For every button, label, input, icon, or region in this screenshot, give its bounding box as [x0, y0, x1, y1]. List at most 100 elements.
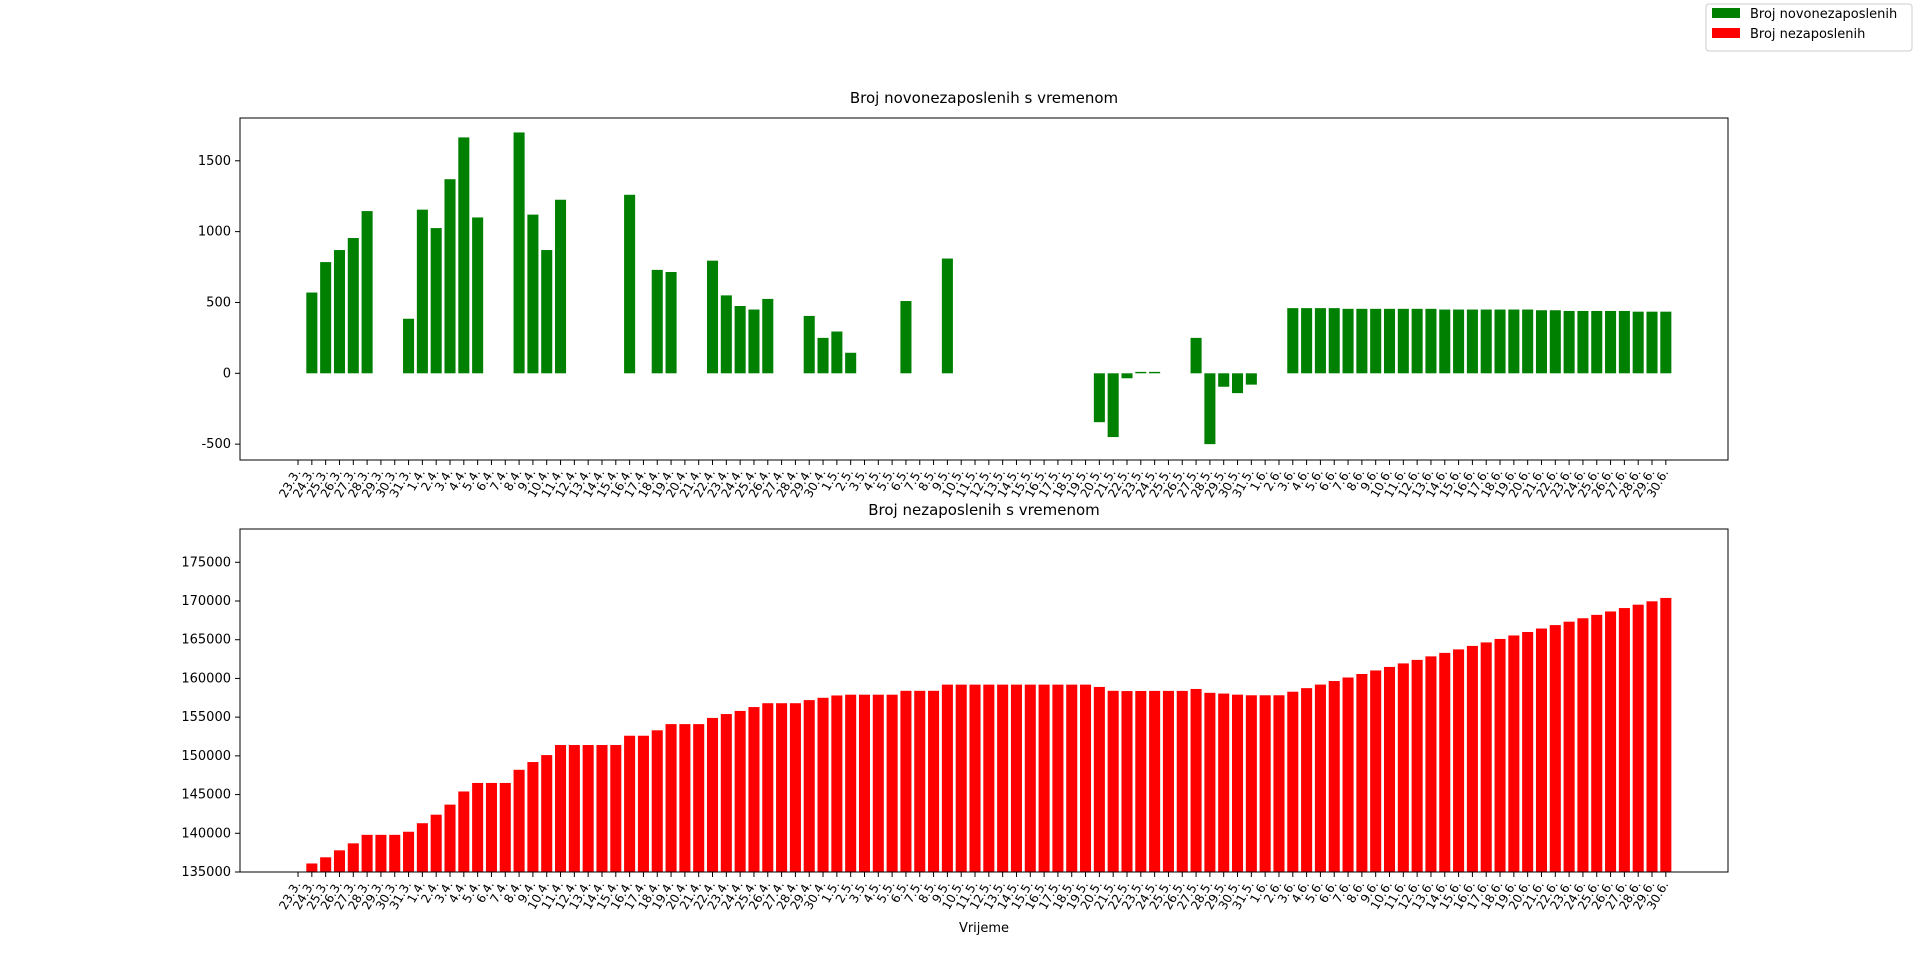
bar — [472, 217, 484, 374]
bar — [1549, 625, 1561, 872]
bar — [803, 700, 815, 872]
bar — [1259, 695, 1271, 872]
bar — [1121, 373, 1133, 379]
bar — [1107, 690, 1119, 872]
bar — [748, 309, 760, 374]
bar — [941, 258, 953, 374]
bar — [1453, 649, 1465, 872]
chart-title: Broj nezaposlenih s vremenom — [868, 501, 1100, 519]
bar — [748, 707, 760, 872]
y-tick-label: 500 — [206, 295, 231, 310]
bar — [472, 782, 484, 872]
y-tick-label: 175000 — [181, 555, 231, 570]
bar — [1646, 601, 1658, 872]
bar — [831, 331, 843, 374]
bar — [720, 714, 732, 872]
bar — [458, 137, 470, 374]
bar — [1135, 690, 1147, 872]
bar — [1190, 337, 1202, 374]
bar — [568, 745, 580, 872]
bar — [1577, 310, 1589, 374]
bar — [1135, 371, 1147, 374]
bar — [1066, 684, 1078, 872]
bar — [1314, 684, 1326, 872]
y-tick-label: 170000 — [181, 594, 231, 609]
bar — [1328, 681, 1340, 872]
y-tick-label: 140000 — [181, 826, 231, 841]
bar — [1466, 309, 1478, 374]
bar — [762, 703, 774, 872]
bar — [1342, 677, 1354, 872]
y-tick-label: 150000 — [181, 749, 231, 764]
bar — [1494, 638, 1506, 872]
bar — [1314, 308, 1326, 374]
bar — [1370, 670, 1382, 872]
bar — [1563, 310, 1575, 374]
bar — [1080, 684, 1092, 872]
bar — [1176, 690, 1188, 872]
bar — [1605, 310, 1617, 374]
bar — [651, 730, 663, 872]
bar — [941, 684, 953, 872]
bar — [541, 250, 553, 374]
bar — [1439, 309, 1451, 374]
bar — [430, 814, 442, 872]
bar — [1162, 690, 1174, 872]
y-tick-label: 145000 — [181, 788, 231, 803]
bar — [1397, 663, 1409, 872]
bar — [637, 735, 649, 872]
bar — [872, 694, 884, 872]
y-tick-label: -500 — [201, 437, 231, 452]
bar — [1204, 373, 1216, 445]
bar — [333, 850, 346, 872]
bar — [1301, 308, 1313, 374]
bar — [499, 782, 511, 872]
axes-frame — [239, 528, 1729, 873]
bar — [1646, 311, 1658, 374]
bar — [1522, 631, 1534, 872]
bar — [347, 843, 359, 872]
bar — [1356, 673, 1368, 872]
bar — [1149, 690, 1161, 872]
bar — [858, 694, 871, 872]
bar — [693, 724, 705, 872]
bar — [762, 298, 774, 374]
bar — [1618, 310, 1630, 374]
bar — [596, 745, 608, 872]
y-tick-label: 1500 — [198, 154, 231, 169]
bar — [1632, 311, 1644, 374]
y-tick-label: 135000 — [181, 865, 231, 880]
bar — [1093, 373, 1105, 423]
bar — [1508, 309, 1520, 374]
bar — [914, 690, 926, 872]
bar — [969, 684, 981, 872]
bar — [1453, 309, 1465, 374]
bar — [1439, 652, 1451, 872]
y-tick-label: 155000 — [181, 710, 231, 725]
bar — [1508, 635, 1520, 872]
bar — [555, 745, 567, 872]
bar — [361, 834, 373, 872]
bar — [1397, 308, 1409, 374]
bar — [1052, 684, 1064, 872]
axes-frame — [239, 117, 1729, 461]
bar — [1522, 309, 1534, 374]
bar — [1245, 695, 1257, 872]
bar — [1107, 373, 1119, 438]
bar — [900, 690, 912, 872]
bar — [1010, 684, 1022, 872]
bar — [1591, 310, 1603, 374]
legend-box — [1705, 3, 1913, 52]
bar — [1149, 371, 1161, 374]
bar — [928, 690, 940, 872]
bar — [1577, 618, 1589, 872]
bar — [1494, 309, 1506, 374]
bar — [416, 209, 428, 374]
bar — [983, 684, 995, 872]
y-tick-label: 165000 — [181, 633, 231, 648]
bar — [624, 735, 636, 872]
bar — [1287, 308, 1299, 374]
bar — [1660, 311, 1672, 374]
legend-swatch — [1712, 8, 1740, 18]
